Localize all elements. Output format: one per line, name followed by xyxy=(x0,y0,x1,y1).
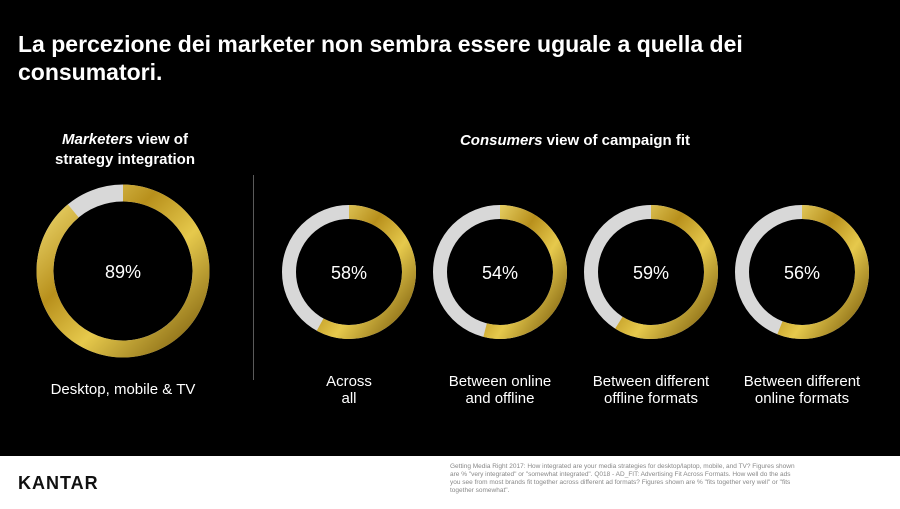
kantar-logo: KANTAR xyxy=(18,473,99,493)
marketers-heading: Marketers view of strategy integration xyxy=(40,130,210,170)
donut-category-label-line: Between different xyxy=(592,373,710,390)
marketers-heading-emphasis: Marketers xyxy=(62,131,133,148)
donut-category-label-line: all xyxy=(341,390,357,407)
donut-value-arc-across-all xyxy=(316,205,416,339)
donut-value-arc-between-different-offline-formats xyxy=(615,205,718,339)
section-divider xyxy=(253,175,254,380)
consumers-heading: Consumers view of campaign fit xyxy=(410,131,740,151)
donut-value-arc-between-online-and-offline xyxy=(483,205,567,339)
donut-value-label-desktop-mobile-tv: 89% xyxy=(105,262,141,282)
marketers-heading-rest: view of strategy integration xyxy=(54,131,196,168)
footer: KANTAR Getting Media Right 2017: How int… xyxy=(0,456,900,509)
donut-category-label-line: and offline xyxy=(465,390,535,407)
donut-category-label-line: Desktop, mobile & TV xyxy=(50,381,196,398)
donut-value-label-between-different-offline-formats: 59% xyxy=(633,263,669,283)
donut-category-label-across-all: Across all xyxy=(279,373,419,407)
consumers-heading-rest: view of campaign fit xyxy=(542,132,691,149)
donut-charts: 89% 58% 54% 59% 56% xyxy=(36,184,869,358)
donut-category-label-line: Across xyxy=(326,373,372,390)
donut-category-label-line: offline formats xyxy=(604,390,698,407)
donut-category-label-desktop-mobile-tv: Desktop, mobile & TV xyxy=(33,381,213,398)
donut-value-arc-between-different-online-formats xyxy=(777,205,869,339)
donut-value-arc-desktop-mobile-tv xyxy=(36,184,210,358)
donut-category-label-line: Between different xyxy=(743,373,861,390)
donut-category-label-line: Between online xyxy=(448,373,552,390)
donut-value-label-across-all: 58% xyxy=(331,263,367,283)
consumers-heading-emphasis: Consumers xyxy=(459,132,543,149)
donut-category-label-between-online-and-offline: Between online and offline xyxy=(430,373,570,407)
source-note: Getting Media Right 2017: How integrated… xyxy=(450,463,795,494)
donut-category-label-between-different-online-formats: Between different online formats xyxy=(732,373,872,407)
donut-category-label-line: online formats xyxy=(754,390,850,407)
donut-value-label-between-different-online-formats: 56% xyxy=(784,263,820,283)
donut-value-label-between-online-and-offline: 54% xyxy=(482,263,518,283)
donut-category-label-between-different-offline-formats: Between different offline formats xyxy=(581,373,721,407)
page-title: La percezione dei marketer non sembra es… xyxy=(18,31,743,85)
